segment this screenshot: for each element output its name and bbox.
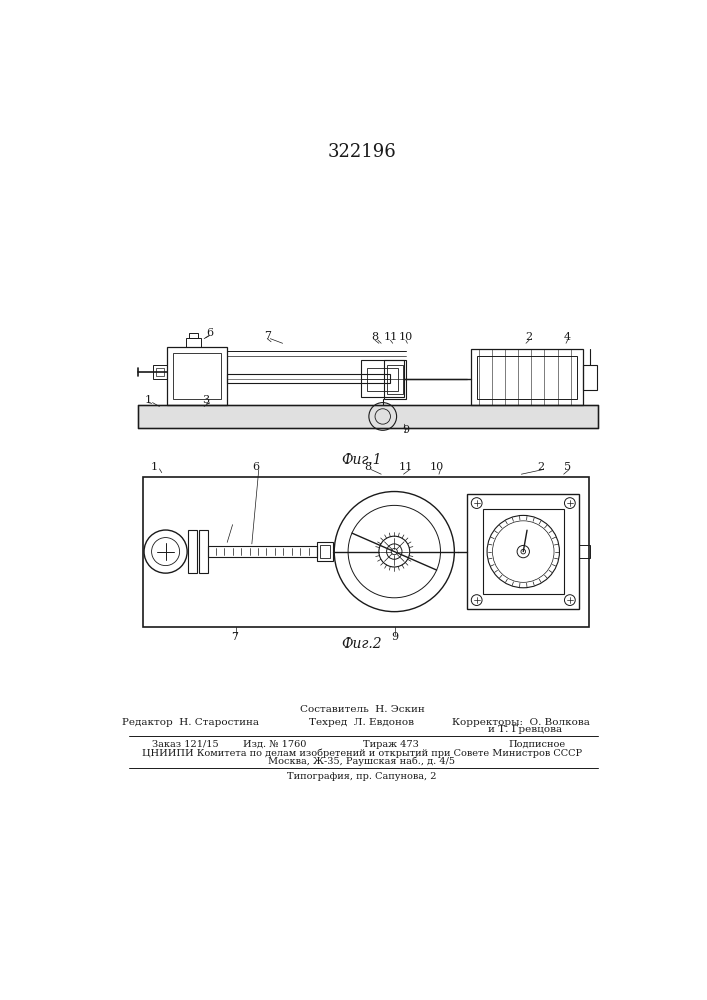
Bar — [361, 360, 404, 397]
Text: 7: 7 — [264, 331, 271, 341]
Text: Изд. № 1760: Изд. № 1760 — [243, 740, 307, 749]
Bar — [199, 530, 208, 573]
Bar — [143, 477, 589, 627]
Bar — [387, 365, 403, 394]
Text: 2: 2 — [525, 332, 532, 342]
Bar — [317, 542, 333, 561]
Bar — [138, 405, 598, 428]
Text: 11: 11 — [383, 332, 397, 342]
Text: Корректоры:  О. Волкова: Корректоры: О. Волкова — [452, 718, 590, 727]
Text: 322196: 322196 — [327, 143, 397, 161]
Text: Техред  Л. Евдонов: Техред Л. Евдонов — [310, 718, 414, 727]
Text: Подписное: Подписное — [508, 740, 566, 749]
Text: 1: 1 — [144, 395, 151, 405]
Text: 4: 4 — [564, 332, 571, 342]
Text: 1: 1 — [151, 462, 158, 472]
Text: 6: 6 — [206, 328, 213, 338]
Bar — [472, 349, 583, 405]
Text: Составитель  Н. Эскин: Составитель Н. Эскин — [300, 705, 424, 714]
Bar — [583, 365, 597, 389]
Bar — [385, 360, 406, 399]
Bar — [467, 494, 579, 609]
Bar — [173, 353, 221, 399]
Text: Заказ 121/15: Заказ 121/15 — [152, 740, 218, 749]
Bar — [188, 530, 197, 573]
Text: Фиг.2: Фиг.2 — [341, 637, 382, 651]
Bar — [156, 368, 164, 376]
Text: 10: 10 — [399, 332, 413, 342]
Bar — [227, 374, 390, 383]
Text: Фиг.1: Фиг.1 — [341, 453, 382, 467]
Text: 8: 8 — [371, 332, 379, 342]
Text: 3: 3 — [202, 395, 209, 405]
Text: 5: 5 — [564, 462, 571, 472]
Bar — [579, 545, 590, 558]
Text: 7: 7 — [231, 632, 238, 642]
Text: 9: 9 — [402, 425, 409, 435]
Bar — [483, 509, 563, 594]
Text: Редактор  Н. Старостина: Редактор Н. Старостина — [122, 718, 259, 727]
Text: 8: 8 — [364, 462, 371, 472]
Bar — [153, 365, 167, 379]
Text: Тираж 473: Тираж 473 — [363, 740, 419, 749]
Bar — [189, 333, 198, 338]
Text: Типография, пр. Сапунова, 2: Типография, пр. Сапунова, 2 — [287, 772, 437, 781]
Text: 11: 11 — [399, 462, 413, 472]
Text: 2: 2 — [537, 462, 544, 472]
Text: ЦНИИПИ Комитета по делам изобретений и открытий при Совете Министров СССР: ЦНИИПИ Комитета по делам изобретений и о… — [142, 748, 582, 758]
Text: и Т. Гревцова: и Т. Гревцова — [488, 725, 562, 734]
Bar — [186, 338, 201, 347]
Bar — [208, 546, 317, 557]
Bar — [368, 368, 398, 391]
Text: 6: 6 — [252, 462, 259, 472]
Text: 10: 10 — [430, 462, 444, 472]
Text: Москва, Ж-35, Раушская наб., д. 4/5: Москва, Ж-35, Раушская наб., д. 4/5 — [269, 757, 455, 766]
Bar — [167, 347, 227, 405]
Bar — [320, 545, 330, 558]
Bar — [477, 356, 577, 399]
Text: 9: 9 — [392, 632, 399, 642]
